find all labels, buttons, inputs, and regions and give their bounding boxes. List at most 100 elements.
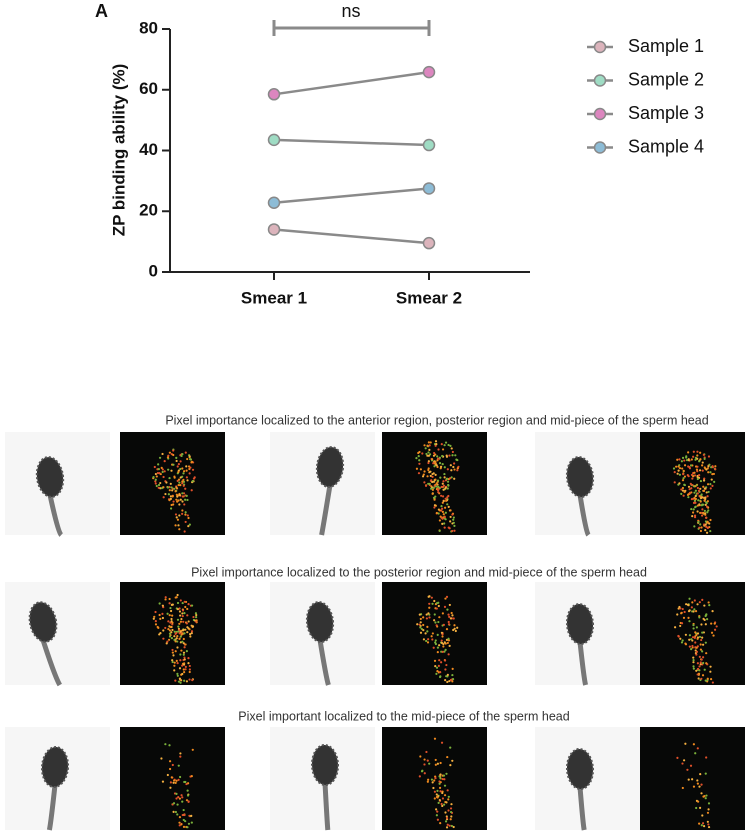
heatmap-dot bbox=[179, 460, 182, 463]
heatmap-dot bbox=[444, 597, 447, 600]
heatmap-dot bbox=[422, 638, 425, 641]
heatmap-dot bbox=[700, 638, 703, 642]
heatmap-dot bbox=[695, 650, 699, 653]
data-point bbox=[267, 133, 281, 147]
heatmap-dot bbox=[171, 660, 174, 664]
heatmap-dot bbox=[434, 642, 438, 646]
heatmap-dot bbox=[441, 510, 444, 513]
heatmap-dot bbox=[442, 623, 445, 626]
heatmap-dot bbox=[683, 475, 687, 478]
heatmap-dot bbox=[427, 461, 430, 465]
heatmap-dot bbox=[181, 509, 184, 512]
heatmap-dot bbox=[176, 646, 179, 649]
heatmap-dot bbox=[184, 498, 187, 501]
heatmap-dot bbox=[447, 505, 450, 508]
heatmap-dot bbox=[677, 465, 680, 468]
heatmap-dot bbox=[189, 466, 192, 469]
heatmap-dot bbox=[156, 472, 159, 475]
heatmap-dot bbox=[706, 526, 709, 529]
heatmap-dot bbox=[701, 598, 704, 601]
heatmap-dot bbox=[164, 626, 167, 630]
heatmap-dot bbox=[443, 794, 447, 797]
legend-marker bbox=[593, 141, 607, 154]
heatmap-dot bbox=[444, 441, 448, 444]
heatmap-dot bbox=[687, 616, 690, 619]
heatmap-dot bbox=[700, 783, 703, 786]
heatmap-dot bbox=[185, 622, 188, 625]
heatmap-dot bbox=[182, 653, 185, 656]
heatmap-dot bbox=[696, 747, 699, 750]
heatmap-dot bbox=[433, 613, 436, 616]
heatmap-dot bbox=[168, 632, 172, 635]
heatmap-dot bbox=[181, 796, 184, 799]
heatmap-dot bbox=[714, 467, 717, 471]
heatmap-dot bbox=[161, 452, 164, 456]
heatmap-dot bbox=[452, 516, 455, 519]
heatmap-dot bbox=[447, 620, 450, 624]
heatmap-dot bbox=[161, 604, 164, 607]
heatmap-dot bbox=[172, 463, 175, 466]
sperm-head bbox=[565, 456, 595, 498]
heatmap-dot bbox=[172, 500, 175, 503]
heatmap-dot bbox=[164, 743, 167, 746]
heatmap-dot bbox=[691, 644, 694, 648]
heatmap-dot bbox=[158, 456, 162, 459]
heatmap-dot bbox=[445, 638, 449, 641]
heatmap-dot bbox=[441, 650, 444, 653]
heatmap-dot bbox=[702, 631, 706, 634]
heatmap-dot bbox=[696, 457, 699, 460]
heatmap-dot bbox=[171, 628, 174, 632]
sperm-tail bbox=[577, 494, 591, 537]
heatmap-dot bbox=[687, 485, 691, 488]
heatmap-dot bbox=[692, 455, 695, 458]
heatmap-dot bbox=[444, 679, 447, 682]
heatmap-dot bbox=[701, 469, 704, 472]
heatmap-dot bbox=[442, 499, 445, 503]
heatmap-dot bbox=[450, 803, 453, 806]
heatmap-dot bbox=[186, 607, 189, 611]
heatmap-dot bbox=[707, 823, 710, 826]
heatmap-dot bbox=[186, 631, 189, 634]
heatmap-dot bbox=[678, 605, 681, 609]
heatmap-dot bbox=[680, 460, 683, 463]
heatmap-dot bbox=[710, 478, 713, 481]
heatmap-dot bbox=[422, 629, 425, 632]
heatmap-dot bbox=[452, 521, 455, 524]
heatmap-dot bbox=[165, 481, 168, 484]
heatmap-dot bbox=[181, 452, 184, 456]
heatmap-dot bbox=[701, 461, 704, 464]
heatmap-dot bbox=[699, 500, 702, 503]
heatmap-dot bbox=[696, 779, 699, 782]
heatmap-dot bbox=[447, 653, 450, 656]
heatmap-dot bbox=[162, 475, 165, 479]
heatmap-dot bbox=[701, 674, 705, 677]
heatmap-dot bbox=[167, 620, 170, 623]
heatmap-dot bbox=[451, 450, 454, 454]
heatmap-dot bbox=[187, 525, 190, 528]
heatmap-dot bbox=[419, 621, 422, 624]
heatmap-dot bbox=[707, 465, 710, 468]
heatmap-dot bbox=[693, 514, 697, 517]
heatmap-dot bbox=[173, 630, 176, 633]
heatmap-dot bbox=[703, 479, 706, 482]
heatmap-dot bbox=[439, 671, 442, 674]
heatmap-dot bbox=[711, 472, 714, 476]
heatmap-dot bbox=[421, 769, 424, 772]
heatmap-dot bbox=[444, 511, 447, 514]
heatmap-dot bbox=[162, 486, 165, 489]
legend-label: Sample 1 bbox=[628, 36, 704, 56]
caption: Pixel important localized to the mid-pie… bbox=[238, 709, 569, 723]
heatmap-dot bbox=[443, 526, 446, 529]
heatmap-dot bbox=[422, 616, 425, 619]
heatmap-dot bbox=[435, 442, 438, 446]
heatmap-dot bbox=[681, 467, 684, 470]
heatmap-dot bbox=[441, 797, 445, 800]
heatmap-dot bbox=[704, 512, 707, 515]
heatmap-dot bbox=[167, 468, 170, 471]
heatmap-dot bbox=[696, 667, 700, 671]
heatmap-dot bbox=[446, 487, 449, 490]
heatmap-dot bbox=[154, 610, 157, 614]
heatmap-dot bbox=[680, 492, 683, 495]
heatmap-dot bbox=[705, 505, 709, 508]
sperm-head bbox=[40, 746, 70, 788]
